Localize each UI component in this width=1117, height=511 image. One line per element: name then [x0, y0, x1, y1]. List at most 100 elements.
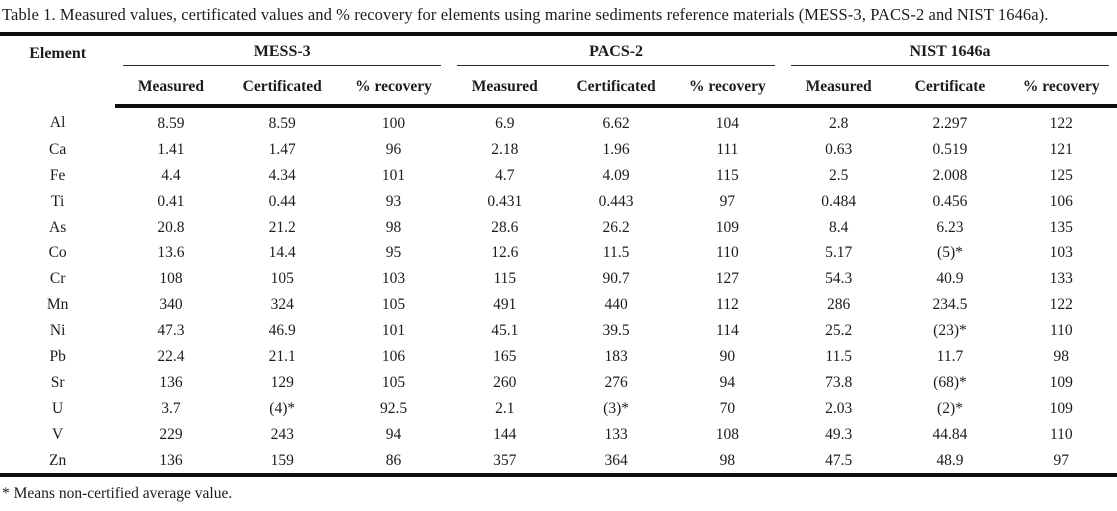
value-cell: 1.47: [268, 140, 296, 158]
value-cell: 101: [381, 322, 406, 340]
value-cell: 2.008: [932, 166, 968, 184]
value-cell: 0.484: [821, 192, 857, 210]
value-cell: 103: [1049, 244, 1073, 262]
value-cell: 0.443: [598, 192, 634, 210]
value-cell: 109: [715, 218, 739, 236]
group-header-row: Element MESS-3 PACS-2 NIST 1646a: [0, 34, 1117, 73]
value-cell: 260: [493, 373, 517, 391]
table-caption: Table 1. Measured values, certificated v…: [2, 5, 1049, 24]
value-cell: 2.5: [828, 166, 849, 184]
value-cell: 133: [1049, 270, 1073, 288]
group-header-pacs2: PACS-2: [449, 34, 783, 73]
value-cell: 340: [159, 296, 183, 314]
value-cell: 109: [1049, 399, 1073, 417]
value-cell: 28.6: [491, 218, 519, 236]
value-cell: 0.519: [932, 140, 968, 158]
value-cell: 106: [1049, 192, 1073, 210]
table-row: Cr 108 105 103 115 90.7 127 54.3 40.9 133: [0, 266, 1117, 292]
value-cell: 2.8: [828, 114, 849, 132]
group-header-nist1646a: NIST 1646a: [783, 34, 1117, 73]
value-cell: 101: [381, 166, 406, 184]
value-cell: 110: [1049, 322, 1073, 340]
value-cell: 135: [1049, 218, 1073, 236]
value-cell: 125: [1049, 166, 1073, 184]
value-cell: 165: [493, 347, 517, 365]
value-cell: 0.44: [268, 192, 296, 210]
value-cell: 121: [1049, 140, 1073, 158]
value-cell: 0.456: [932, 192, 968, 210]
value-cell: 39.5: [602, 322, 630, 340]
value-cell: 97: [1053, 451, 1070, 469]
value-cell: 100: [381, 114, 406, 132]
value-cell: 136: [159, 451, 183, 469]
table-row: Ti 0.41 0.44 93 0.431 0.443 97 0.484 0.456 106: [0, 189, 1117, 215]
value-cell: 234.5: [932, 296, 968, 314]
table-row: Zn 136 159 86 357 364 98 47.5 48.9 97: [0, 448, 1117, 476]
value-cell: 93: [385, 192, 402, 210]
value-cell: 104: [715, 114, 739, 132]
element-cell: Zn: [49, 451, 67, 469]
value-cell: 20.8: [157, 218, 185, 236]
element-cell: Ti: [51, 192, 65, 210]
table-row: Mn 340 324 105 491 440 112 286 234.5 122: [0, 292, 1117, 318]
value-cell: 109: [1049, 373, 1073, 391]
table-row: Sr 136 129 105 260 276 94 73.8 (68)* 109: [0, 370, 1117, 396]
value-cell: 243: [270, 425, 294, 443]
value-cell: 183: [604, 347, 628, 365]
value-cell: 95: [385, 244, 402, 262]
value-cell: 105: [381, 296, 406, 314]
value-cell: 90: [719, 347, 736, 365]
table-header: Element MESS-3 PACS-2 NIST 1646a Measure…: [0, 34, 1117, 108]
value-cell: 0.63: [825, 140, 853, 158]
value-cell: 73.8: [825, 373, 853, 391]
column-header-pacs2-recovery: % recovery: [671, 73, 784, 108]
value-cell: 286: [827, 296, 851, 314]
value-cell: 47.3: [157, 322, 185, 340]
value-cell: (68)*: [933, 373, 967, 391]
column-header-nist-recovery: % recovery: [1005, 73, 1117, 108]
value-cell: 8.59: [157, 114, 185, 132]
value-cell: 12.6: [491, 244, 519, 262]
value-cell: 440: [604, 296, 628, 314]
element-cell: V: [52, 425, 64, 443]
value-cell: 98: [385, 218, 402, 236]
value-cell: 122: [1049, 296, 1073, 314]
value-cell: 2.18: [491, 140, 519, 158]
value-cell: 21.2: [268, 218, 296, 236]
value-cell: 112: [716, 296, 739, 314]
value-cell: 54.3: [825, 270, 853, 288]
value-cell: 5.17: [825, 244, 853, 262]
value-cell: 0.431: [487, 192, 523, 210]
value-cell: 1.41: [157, 140, 185, 158]
table-body: Al 8.59 8.59 100 6.9 6.62 104 2.8 2.297 122 Ca 1.41…: [0, 106, 1117, 475]
table-row: Al 8.59 8.59 100 6.9 6.62 104 2.8 2.297 122: [0, 106, 1117, 137]
value-cell: 136: [159, 373, 183, 391]
element-cell: Ca: [49, 140, 67, 158]
table-row: Co 13.6 14.4 95 12.6 11.5 110 5.17 (5)* 103: [0, 240, 1117, 266]
element-cell: Sr: [50, 373, 65, 391]
value-cell: 364: [604, 451, 628, 469]
value-cell: 86: [385, 451, 402, 469]
group-header-mess3-label: MESS-3: [123, 43, 442, 66]
value-cell: 98: [1053, 347, 1070, 365]
value-cell: 105: [381, 373, 406, 391]
value-cell: 48.9: [936, 451, 964, 469]
value-cell: 110: [716, 244, 739, 262]
value-cell: 4.7: [495, 166, 515, 184]
table-row: Fe 4.4 4.34 101 4.7 4.09 115 2.5 2.008 125: [0, 163, 1117, 189]
value-cell: 3.7: [161, 399, 181, 417]
column-header-mess3-measured: Measured: [115, 73, 227, 108]
value-cell: 103: [381, 270, 406, 288]
element-cell: U: [52, 399, 64, 417]
table-row: U 3.7 (4)* 92.5 2.1 (3)* 70 2.03 (2)* 109: [0, 396, 1117, 422]
table-row: Ca 1.41 1.47 96 2.18 1.96 111 0.63 0.519 121: [0, 137, 1117, 163]
value-cell: 2.03: [825, 399, 853, 417]
value-cell: 21.1: [268, 347, 296, 365]
value-cell: 115: [716, 166, 739, 184]
column-header-nist-measured: Measured: [783, 73, 895, 108]
table-footnote: * Means non-certified average value.: [2, 485, 233, 503]
value-cell: 11.7: [936, 347, 964, 365]
value-cell: 114: [716, 322, 739, 340]
value-cell: 94: [385, 425, 402, 443]
value-cell: 6.23: [936, 218, 964, 236]
